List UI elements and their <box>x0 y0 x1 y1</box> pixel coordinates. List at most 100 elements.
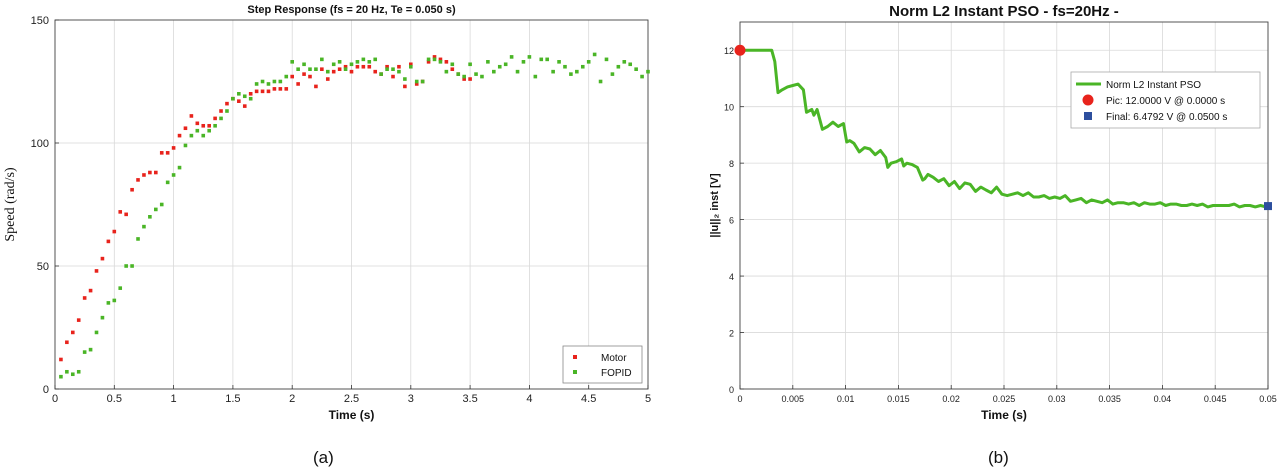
legend-label: Motor <box>601 353 627 364</box>
data-point <box>213 123 217 128</box>
data-point <box>248 96 253 101</box>
data-point <box>456 72 461 76</box>
data-point <box>177 165 182 170</box>
x-tick-label: 0.05 <box>1259 394 1277 404</box>
data-point <box>165 151 170 155</box>
data-point <box>361 57 366 62</box>
series-fopid <box>59 52 650 379</box>
data-point <box>414 82 419 86</box>
y-tick-label: 100 <box>31 138 49 150</box>
x-tick-label: 3 <box>408 393 414 405</box>
data-point <box>462 77 466 81</box>
data-point <box>450 67 455 71</box>
y-tick-label: 10 <box>724 103 734 113</box>
data-point <box>468 62 472 67</box>
data-point <box>545 57 549 62</box>
data-point <box>569 72 573 76</box>
data-point <box>539 57 544 62</box>
x-tick-label: 0.045 <box>1204 394 1227 404</box>
data-point <box>462 74 466 79</box>
x-tick-label: 4.5 <box>581 393 596 405</box>
data-point <box>254 89 259 94</box>
x-tick-label: 2 <box>289 393 295 405</box>
data-point <box>177 133 182 138</box>
data-point <box>432 57 437 62</box>
x-tick-label: 0.035 <box>1098 394 1121 404</box>
data-point <box>343 64 348 69</box>
data-point <box>563 64 567 69</box>
chart-b: 0 0.005 0.01 0.015 0.02 0.025 0.03 0.035 0.04 0.0… <box>709 3 1277 422</box>
data-point <box>219 116 223 121</box>
legend-swatch <box>573 370 577 374</box>
data-point <box>254 82 259 86</box>
data-point <box>201 133 206 138</box>
data-point <box>76 369 81 374</box>
data-point <box>272 79 277 84</box>
y-tick-label: 4 <box>729 272 734 282</box>
final-marker <box>1264 202 1272 211</box>
x-tick-label: 1 <box>171 393 177 405</box>
data-point <box>515 69 520 74</box>
data-point <box>100 256 105 261</box>
data-point <box>189 133 194 138</box>
data-point <box>331 69 336 74</box>
data-point <box>290 74 294 79</box>
data-point <box>302 62 306 67</box>
data-point <box>503 62 508 67</box>
y-tick-label: 50 <box>37 261 49 273</box>
x-tick-label: 0.015 <box>887 394 910 404</box>
data-point <box>444 69 449 74</box>
legend-box <box>1070 71 1261 129</box>
data-point <box>628 62 633 67</box>
y-tick-label: 12 <box>724 46 734 56</box>
data-point <box>219 109 223 113</box>
data-point <box>379 72 383 76</box>
data-point <box>70 330 75 335</box>
legend-marker <box>1084 112 1092 120</box>
data-point <box>308 67 312 71</box>
data-point <box>242 94 247 99</box>
y-tick-label: 6 <box>729 216 734 226</box>
x-tick-label: 1.5 <box>225 393 240 405</box>
data-point <box>497 64 502 69</box>
data-point <box>183 143 188 148</box>
data-point <box>59 374 63 379</box>
data-point <box>118 286 123 290</box>
data-point <box>325 69 330 74</box>
legend-marker <box>1082 94 1094 106</box>
data-point <box>118 210 123 214</box>
data-point <box>106 301 111 305</box>
data-point <box>130 187 134 192</box>
legend-label: FOPID <box>601 368 632 379</box>
x-tick-label: 2.5 <box>344 393 359 405</box>
x-tick-label: 3.5 <box>462 393 477 405</box>
data-point <box>557 60 561 64</box>
data-point <box>237 92 241 96</box>
chart-title: Norm L2 Instant PSO - fs=20Hz - <box>889 3 1119 20</box>
data-point <box>337 60 342 64</box>
legend-box <box>562 345 643 384</box>
x-tick-label: 0.005 <box>782 394 805 404</box>
data-point <box>320 57 324 62</box>
y-axis-label: ||u||₂ inst [V] <box>709 173 721 238</box>
data-point <box>207 123 211 128</box>
data-point <box>634 67 638 71</box>
data-point <box>527 55 532 59</box>
data-point <box>367 64 372 69</box>
data-point <box>272 87 277 91</box>
data-point <box>444 60 449 64</box>
data-point <box>148 215 152 219</box>
data-point <box>159 202 164 207</box>
data-point <box>349 62 354 67</box>
data-point <box>130 264 134 268</box>
data-point <box>278 87 283 91</box>
x-tick-label: 0.04 <box>1154 394 1172 404</box>
data-point <box>343 67 348 71</box>
data-point <box>355 60 360 64</box>
data-point <box>397 69 401 74</box>
data-point <box>242 104 247 108</box>
data-point <box>266 89 271 94</box>
x-tick-label: 0.01 <box>837 394 855 404</box>
